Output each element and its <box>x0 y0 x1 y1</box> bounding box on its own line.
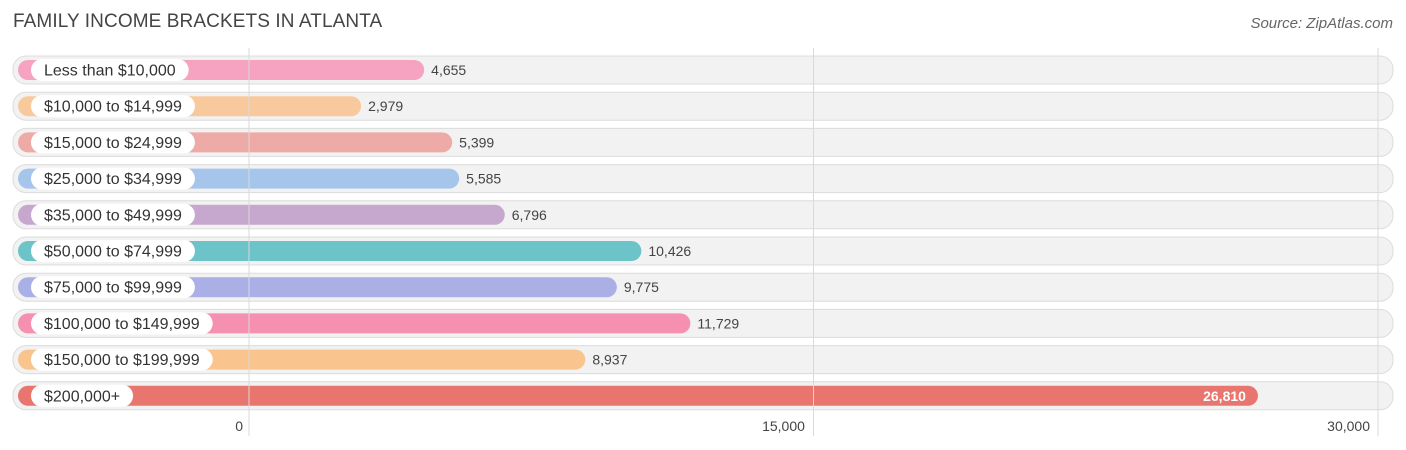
value-label: 5,399 <box>459 134 494 150</box>
bar-row: $100,000 to $149,999 11,729 <box>12 308 1394 338</box>
value-label: 6,796 <box>512 207 547 223</box>
bar-row: $35,000 to $49,999 6,796 <box>12 200 1394 230</box>
bar <box>18 385 1258 406</box>
bar-row: $10,000 to $14,999 2,979 <box>12 91 1394 121</box>
value-label: 11,729 <box>697 315 739 331</box>
bar-row: $200,000+ 26,810 <box>12 381 1394 411</box>
value-label: 8,937 <box>592 352 627 368</box>
category-pill <box>31 276 195 299</box>
value-label: 26,810 <box>1203 388 1246 404</box>
value-label: 10,426 <box>648 243 691 259</box>
category-label: $200,000+ <box>44 388 120 405</box>
category-label: Less than $10,000 <box>44 63 176 80</box>
category-pill <box>31 348 213 371</box>
value-label: 4,655 <box>431 62 466 78</box>
value-label: 2,979 <box>368 98 403 114</box>
category-label: $100,000 to $149,999 <box>44 316 200 333</box>
bar-row: $150,000 to $199,999 8,937 <box>12 345 1394 375</box>
category-pill <box>31 240 195 262</box>
value-label: 9,775 <box>624 279 659 295</box>
x-tick-label: 15,000 <box>762 418 805 434</box>
category-pill <box>31 312 213 335</box>
category-label: $25,000 to $34,999 <box>44 171 182 188</box>
bar-row: $75,000 to $99,999 9,775 <box>12 272 1394 302</box>
category-pill <box>31 95 195 118</box>
category-pill <box>31 384 134 407</box>
bars: Less than $10,000 4,655 $10,000 to $14,999… <box>12 55 1394 411</box>
gridlines <box>248 48 1379 436</box>
category-label: $35,000 to $49,999 <box>44 207 182 224</box>
category-label: $10,000 to $14,999 <box>44 99 182 116</box>
category-label: $150,000 to $199,999 <box>44 352 200 369</box>
category-pill <box>31 167 195 190</box>
bar-row: $50,000 to $74,999 10,426 <box>12 236 1394 266</box>
category-pill <box>31 59 189 81</box>
bar-row: $25,000 to $34,999 5,585 <box>12 164 1394 194</box>
x-axis: 0 15,000 30,000 <box>235 418 1370 434</box>
value-label: 5,585 <box>466 171 501 187</box>
chart-source: Source: ZipAtlas.com <box>1250 15 1393 32</box>
chart-title: FAMILY INCOME BRACKETS IN ATLANTA <box>13 11 383 32</box>
x-tick-label: 30,000 <box>1327 418 1370 434</box>
bar-row: $15,000 to $24,999 5,399 <box>12 127 1394 157</box>
category-label: $50,000 to $74,999 <box>44 244 182 261</box>
category-label: $15,000 to $24,999 <box>44 135 182 152</box>
category-label: $75,000 to $99,999 <box>44 280 182 297</box>
category-pill <box>31 203 195 226</box>
x-tick-label: 0 <box>235 418 243 434</box>
category-pill <box>31 131 195 154</box>
bar-row: Less than $10,000 4,655 <box>12 55 1394 85</box>
